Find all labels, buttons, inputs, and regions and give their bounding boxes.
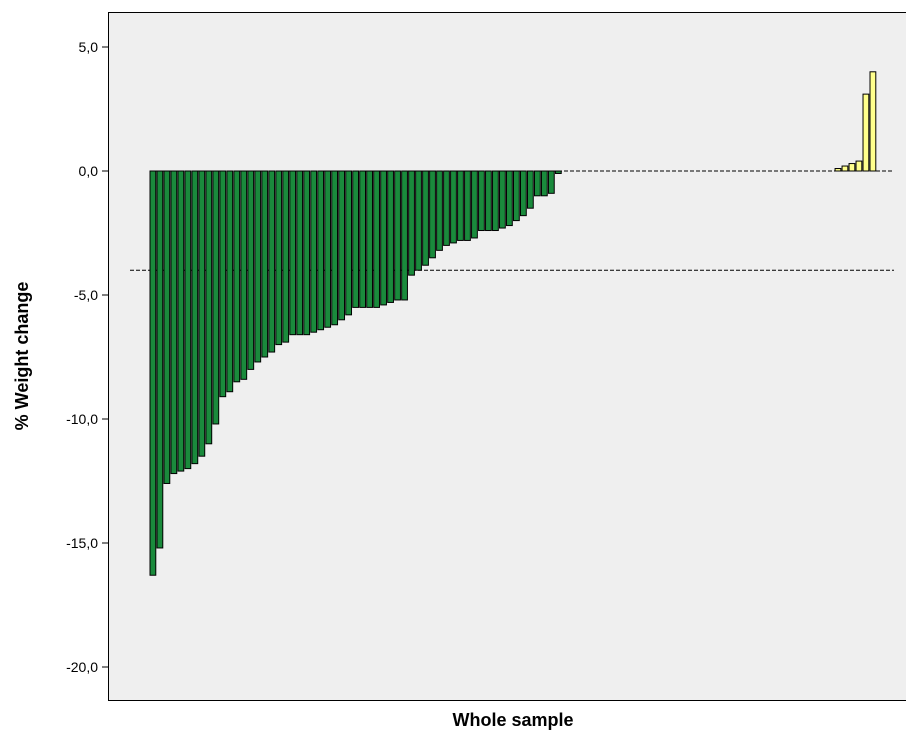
- bar: [366, 170, 373, 308]
- bar: [359, 170, 366, 308]
- bar: [471, 170, 478, 239]
- y-axis-ticks: 5,0 0,0 -5,0 -10,0 -15,0 -20,0: [66, 39, 108, 675]
- bar: [345, 170, 353, 316]
- bar: [457, 170, 464, 241]
- bar: [464, 170, 471, 241]
- bar: [373, 170, 380, 308]
- bar: [533, 170, 541, 197]
- bar: [191, 170, 199, 465]
- bar: [380, 170, 387, 306]
- bar: [422, 170, 429, 266]
- bar: [268, 170, 276, 353]
- bar: [526, 170, 534, 209]
- bar: [869, 71, 877, 172]
- bar: [247, 170, 255, 370]
- bar: [436, 170, 443, 251]
- bar: [275, 170, 283, 346]
- bar: [331, 170, 339, 326]
- y-tick-label: 0,0: [79, 163, 99, 179]
- x-axis-title: Whole sample: [452, 710, 573, 730]
- bar: [415, 170, 422, 271]
- bar: [443, 170, 450, 246]
- bar: [547, 170, 555, 194]
- bar: [177, 170, 185, 472]
- bar: [478, 170, 485, 232]
- bar: [149, 170, 157, 576]
- bar: [163, 170, 171, 484]
- bar: [198, 170, 206, 457]
- bar: [317, 170, 325, 331]
- bar: [450, 170, 457, 244]
- bar: [429, 170, 436, 259]
- y-tick-label: 5,0: [79, 39, 99, 55]
- bar: [855, 160, 863, 172]
- bar: [310, 170, 318, 333]
- bar: [282, 170, 290, 343]
- bar: [554, 170, 562, 174]
- bar: [261, 170, 269, 358]
- bar: [834, 168, 842, 172]
- bar: [184, 170, 192, 470]
- bar: [841, 165, 849, 172]
- bar: [408, 170, 415, 276]
- bar: [226, 170, 234, 393]
- bar: [401, 170, 408, 301]
- plot-border: [108, 12, 906, 701]
- bar: [324, 170, 332, 328]
- bar: [513, 170, 520, 222]
- bar: [296, 170, 304, 336]
- bar: [485, 170, 492, 232]
- bar-series: [149, 71, 877, 576]
- y-tick-label: -10,0: [66, 411, 98, 427]
- y-tick-label: -5,0: [74, 287, 98, 303]
- bar: [519, 170, 527, 217]
- bar: [254, 170, 262, 363]
- bar: [387, 170, 394, 303]
- y-axis-title: % Weight change: [12, 282, 32, 431]
- bar: [352, 170, 360, 308]
- bar: [540, 170, 548, 197]
- bar: [506, 170, 513, 227]
- y-tick-label: -15,0: [66, 535, 98, 551]
- bar: [499, 170, 506, 229]
- bar: [233, 170, 241, 383]
- bar: [848, 163, 856, 172]
- bar: [289, 170, 297, 336]
- bar: [862, 93, 870, 172]
- bar: [240, 170, 248, 380]
- bar: [394, 170, 401, 301]
- bar: [219, 170, 227, 398]
- bar: [170, 170, 178, 475]
- bar: [212, 170, 220, 425]
- bar: [338, 170, 346, 321]
- bar: [205, 170, 213, 445]
- bar: [156, 170, 164, 549]
- bar: [303, 170, 311, 336]
- bar: [492, 170, 499, 232]
- y-tick-label: -20,0: [66, 659, 98, 675]
